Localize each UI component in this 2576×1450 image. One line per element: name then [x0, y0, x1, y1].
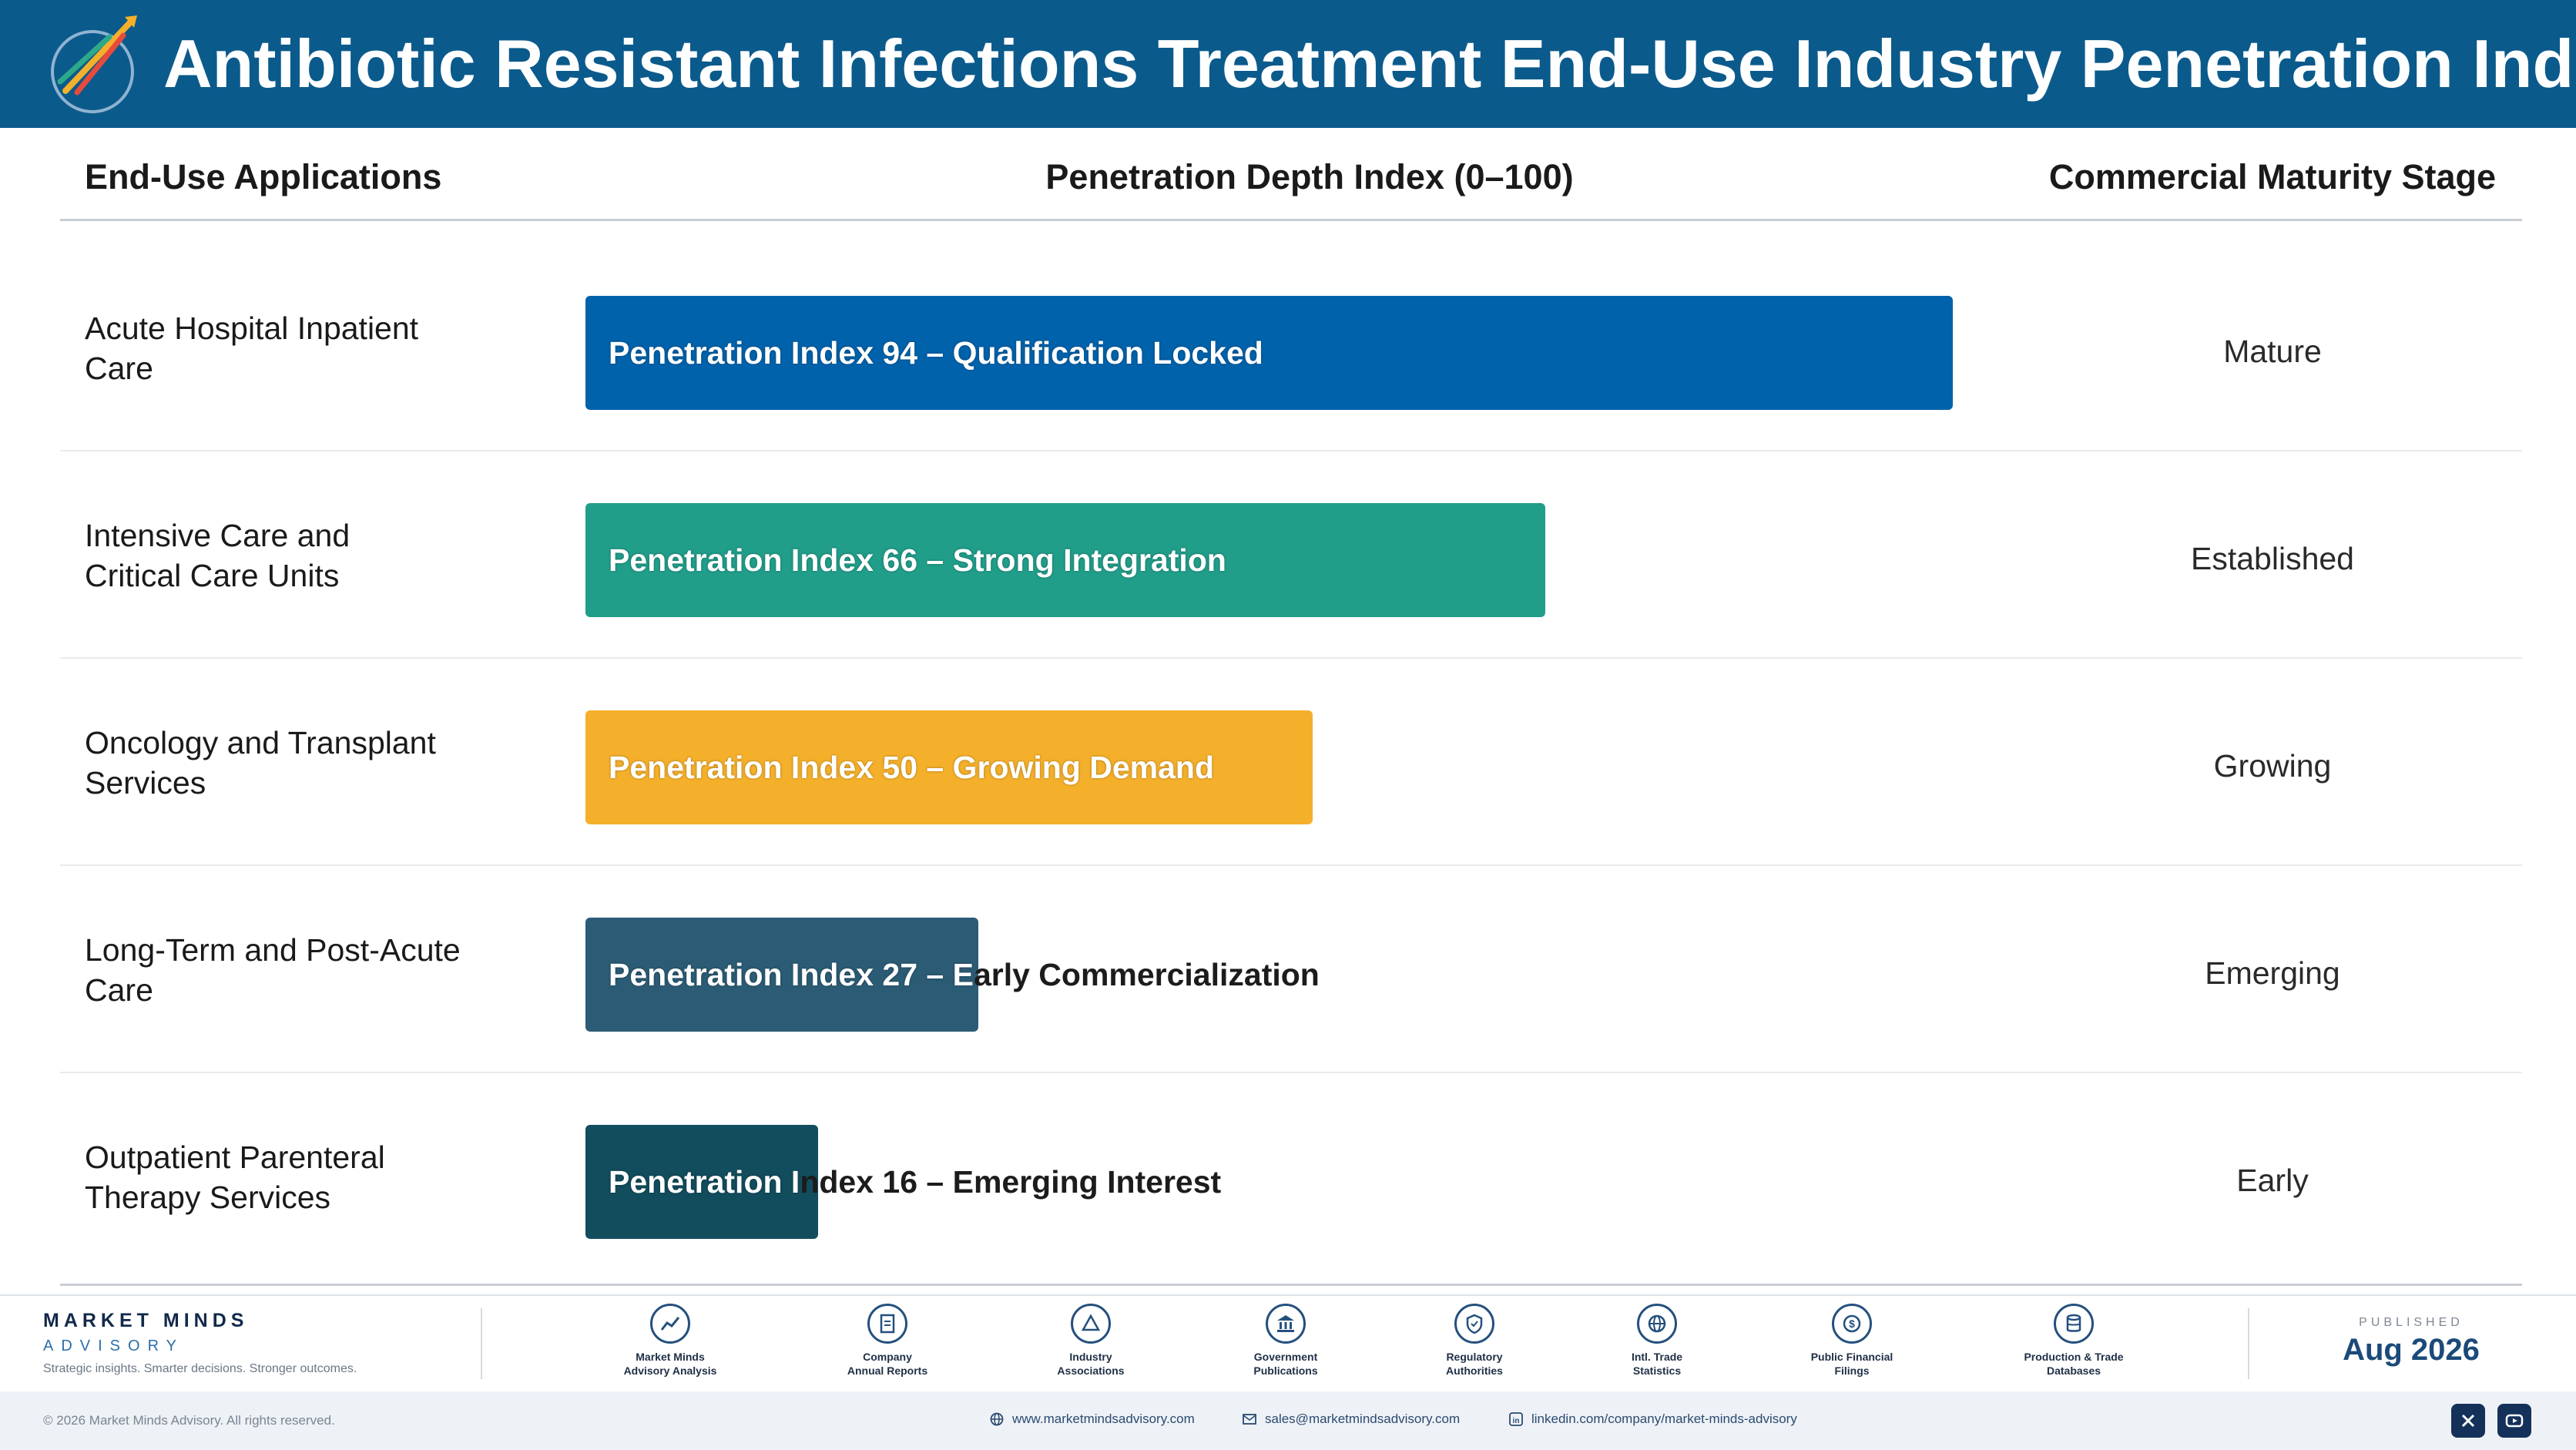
header-banner: Antibiotic Resistant Infections Treatmen…: [0, 0, 2576, 128]
linkedin-text: linkedin.com/company/market-minds-adviso…: [1531, 1411, 1797, 1426]
row-divider: [60, 864, 2522, 866]
brand-tagline: Strategic insights. Smarter decisions. S…: [43, 1362, 357, 1375]
application-label-line: Intensive Care and: [85, 518, 351, 553]
application-label: Outpatient Parenteral Therapy Services: [85, 1137, 516, 1217]
source-label: Databases: [2046, 1364, 2101, 1377]
maturity-stage: Mature: [2223, 334, 2322, 369]
application-label-line: Therapy Services: [85, 1180, 331, 1215]
x-icon: [2461, 1414, 2475, 1428]
application-label-line: Oncology and Transplant: [85, 725, 436, 760]
youtube-icon: [2505, 1414, 2524, 1428]
email-link[interactable]: sales@marketmindsadvisory.com: [1242, 1411, 1460, 1427]
source-label: Annual Reports: [847, 1364, 928, 1377]
government-building-icon: [1266, 1304, 1306, 1344]
source-company-reports: Company Annual Reports: [803, 1304, 972, 1378]
source-label: Filings: [1834, 1364, 1870, 1377]
chart-bar: [585, 296, 1953, 410]
svg-text:in: in: [1513, 1417, 1520, 1425]
chart-bar: [585, 710, 1313, 824]
svg-text:$: $: [1849, 1317, 1855, 1330]
page-title: Antibiotic Resistant Infections Treatmen…: [163, 25, 2576, 102]
source-production-trade-databases: Production & Trade Databases: [1989, 1304, 2158, 1378]
published-label: PUBLISHED: [2359, 1316, 2464, 1329]
footer-contact-band: [0, 1391, 2576, 1450]
database-icon: [2054, 1304, 2094, 1344]
footer-divider: [481, 1308, 482, 1379]
bar-data-label: Penetration Index 94 – Qualification Loc…: [609, 335, 1263, 371]
bar-data-label: Penetration Index 16 – Emerging Interest: [609, 1164, 1222, 1200]
application-label-line: Services: [85, 765, 206, 801]
chart-bar: [585, 503, 1545, 617]
maturity-stage: Established: [2191, 541, 2354, 576]
bar-data-label: Penetration Index 50 – Growing Demand: [609, 750, 1215, 785]
header-divider: [60, 219, 2522, 221]
source-label: Market Minds: [636, 1351, 705, 1363]
source-industry-associations: Industry Associations: [1006, 1304, 1176, 1378]
chart-line-icon: [650, 1304, 690, 1344]
source-label: Public Financial: [1810, 1351, 1893, 1363]
source-label: Regulatory: [1446, 1351, 1503, 1363]
maturity-stage: Early: [2236, 1163, 2309, 1198]
bar-data-label: Penetration Index 66 – Strong Integratio…: [609, 542, 1226, 578]
x-social-button[interactable]: [2451, 1404, 2485, 1438]
application-label-line: Care: [85, 972, 153, 1008]
application-label-line: Care: [85, 351, 153, 386]
column-header-applications: End-Use Applications: [85, 157, 442, 196]
source-label: Advisory Analysis: [623, 1364, 717, 1377]
linkedin-link[interactable]: in linkedin.com/company/market-minds-adv…: [1508, 1411, 1797, 1427]
application-label: Acute Hospital Inpatient Care: [85, 308, 516, 388]
source-public-financial-filings: $ Public Financial Filings: [1767, 1304, 1937, 1378]
application-label: Oncology and Transplant Services: [85, 723, 516, 803]
source-label: Authorities: [1446, 1364, 1503, 1377]
document-icon: [867, 1304, 907, 1344]
mail-icon: [1243, 1414, 1256, 1425]
dollar-coin-icon: $: [1832, 1304, 1872, 1344]
youtube-social-button[interactable]: [2497, 1404, 2531, 1438]
network-icon: [1071, 1304, 1111, 1344]
website-link[interactable]: www.marketmindsadvisory.com: [989, 1411, 1195, 1427]
source-label: Statistics: [1632, 1364, 1682, 1377]
source-market-minds-analysis: Market Minds Advisory Analysis: [585, 1304, 755, 1378]
website-text: www.marketmindsadvisory.com: [1012, 1411, 1195, 1426]
source-label: Publications: [1253, 1364, 1318, 1377]
column-header-index: Penetration Depth Index (0–100): [1045, 157, 1574, 196]
row-divider: [60, 450, 2522, 451]
source-label: Industry: [1069, 1351, 1112, 1363]
chart-bar: [585, 918, 978, 1032]
published-date: Aug 2026: [2343, 1333, 2480, 1367]
chart-bar: [585, 1125, 818, 1239]
row-divider: [60, 1072, 2522, 1073]
source-government-publications: Government Publications: [1201, 1304, 1370, 1378]
globe-icon: [990, 1412, 1004, 1426]
footer-divider: [2248, 1308, 2249, 1379]
email-text: sales@marketmindsadvisory.com: [1265, 1411, 1461, 1426]
source-label: Company: [863, 1351, 912, 1363]
application-label-line: Outpatient Parenteral: [85, 1140, 385, 1175]
shield-icon: [1454, 1304, 1494, 1344]
source-label: Intl. Trade: [1631, 1351, 1683, 1363]
column-header-stage: Commercial Maturity Stage: [2048, 157, 2497, 196]
logo-icon: [51, 15, 137, 113]
bar-data-label: Penetration Index 27 – Early Commerciali…: [609, 957, 1320, 992]
source-label: Associations: [1057, 1364, 1125, 1377]
brand-name: MARKET MINDS: [43, 1310, 249, 1331]
linkedin-icon: in: [1509, 1412, 1523, 1426]
source-trade-statistics: Intl. Trade Statistics: [1572, 1304, 1742, 1378]
table-bottom-rule: [60, 1284, 2522, 1286]
globe-icon: [1637, 1304, 1677, 1344]
copyright-text: © 2026 Market Minds Advisory. All rights…: [43, 1413, 335, 1428]
application-label: Long-Term and Post-Acute Care: [85, 930, 516, 1010]
row-divider: [60, 657, 2522, 659]
source-regulatory-authorities: Regulatory Authorities: [1390, 1304, 1559, 1378]
application-label-line: Critical Care Units: [85, 558, 340, 593]
application-label-line: Long-Term and Post-Acute: [85, 932, 461, 968]
brand-subtitle: ADVISORY: [43, 1338, 184, 1354]
source-label: Production & Trade: [2024, 1351, 2124, 1363]
application-label-line: Acute Hospital Inpatient: [85, 310, 419, 346]
maturity-stage: Emerging: [2205, 955, 2340, 991]
maturity-stage: Growing: [2213, 748, 2332, 784]
application-label: Intensive Care and Critical Care Units: [85, 515, 516, 596]
source-label: Government: [1253, 1351, 1318, 1363]
